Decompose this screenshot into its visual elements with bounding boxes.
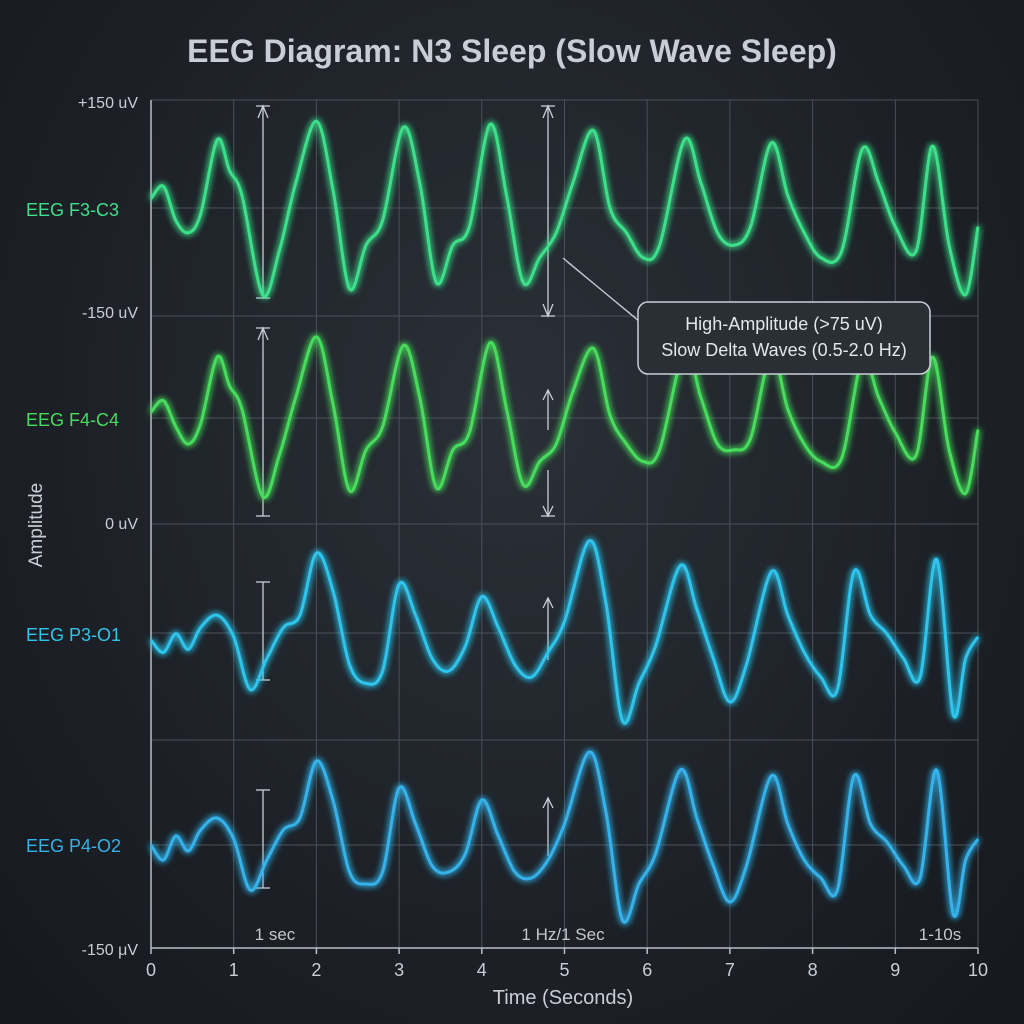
traces xyxy=(149,119,980,924)
x-tick-label: 10 xyxy=(968,960,988,980)
channel-label-p4-o2: EEG P4-O2 xyxy=(26,836,121,856)
trace-p3-o1 xyxy=(149,539,980,725)
callout: High-Amplitude (>75 uV) Slow Delta Waves… xyxy=(562,257,931,375)
x-tick-label: 0 xyxy=(146,960,156,980)
x-tick-label: 3 xyxy=(394,960,404,980)
y-axis-label: Amplitude xyxy=(26,483,47,568)
x-tick-label: 6 xyxy=(642,960,652,980)
trace-f3-c3 xyxy=(149,119,980,298)
callout-line-2: Slow Delta Waves (0.5-2.0 Hz) xyxy=(661,340,906,360)
trace-p4-o2 xyxy=(149,750,980,924)
callout-box xyxy=(637,301,931,375)
channel-label-f3-c3: EEG F3-C3 xyxy=(26,200,119,220)
x-ticks: 0 1 2 3 4 5 6 7 8 9 10 xyxy=(146,948,988,980)
x-tick-label: 8 xyxy=(808,960,818,980)
x-tick-label: 2 xyxy=(311,960,321,980)
x-tick-label: 1 xyxy=(229,960,239,980)
y-tick-label: -150 uV xyxy=(82,305,138,322)
channel-label-p3-o1: EEG P3-O1 xyxy=(26,625,121,645)
x-tick-label: 9 xyxy=(890,960,900,980)
y-tick-label: 0 uV xyxy=(105,516,138,533)
trace-f4-c4 xyxy=(149,335,980,499)
x-tick-label: 7 xyxy=(725,960,735,980)
annotation-1-sec: 1 sec xyxy=(255,925,296,944)
amplitude-markers xyxy=(256,104,555,889)
x-axis-label: Time (Seconds) xyxy=(493,987,633,1009)
channel-label-f4-c4: EEG F4-C4 xyxy=(26,410,119,430)
chart-title: EEG Diagram: N3 Sleep (Slow Wave Sleep) xyxy=(187,33,837,69)
y-tick-label: +150 uV xyxy=(78,95,138,112)
x-tick-label: 4 xyxy=(477,960,487,980)
y-tick-label: -150 μV xyxy=(82,942,139,959)
annotation-1-hz: 1 Hz/1 Sec xyxy=(521,925,605,944)
x-tick-label: 5 xyxy=(559,960,569,980)
callout-line-1: High-Amplitude (>75 uV) xyxy=(685,314,883,334)
annotation-1-10s: 1-10s xyxy=(919,925,962,944)
